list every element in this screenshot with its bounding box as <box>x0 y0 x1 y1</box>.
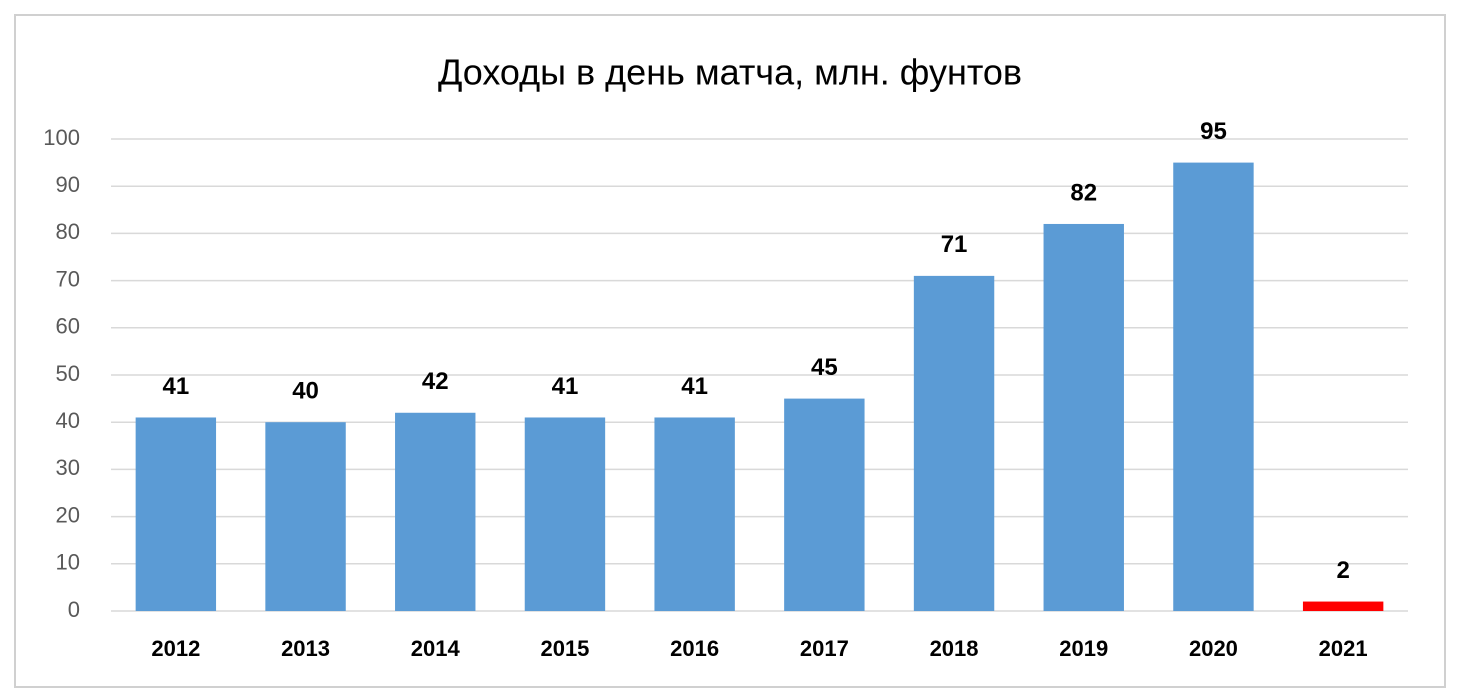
bar <box>1043 223 1124 611</box>
bar <box>524 417 606 611</box>
data-label: 45 <box>811 354 838 381</box>
bar <box>395 412 476 611</box>
y-tick-label: 10 <box>56 550 80 575</box>
x-tick-label: 2012 <box>151 636 200 661</box>
y-tick-label: 60 <box>56 314 80 339</box>
bar <box>265 422 346 611</box>
x-tick-label: 2016 <box>670 636 719 661</box>
bar <box>913 275 995 611</box>
y-tick-label: 80 <box>56 219 80 244</box>
data-label: 95 <box>1200 118 1227 145</box>
bar <box>1173 162 1254 611</box>
y-tick-label: 20 <box>56 502 80 527</box>
y-tick-label: 40 <box>56 408 80 433</box>
y-tick-label: 50 <box>56 361 80 386</box>
bar <box>135 417 217 611</box>
chart-title: Доходы в день матча, млн. фунтов <box>438 52 1022 93</box>
data-label: 71 <box>941 231 968 258</box>
data-label: 41 <box>552 373 579 400</box>
y-tick-label: 30 <box>56 455 80 480</box>
data-label: 82 <box>1070 179 1097 206</box>
data-label: 41 <box>162 373 189 400</box>
x-tick-label: 2021 <box>1319 636 1368 661</box>
x-tick-label: 2015 <box>540 636 589 661</box>
y-tick-label: 100 <box>43 125 80 150</box>
x-tick-label: 2019 <box>1059 636 1108 661</box>
x-tick-label: 2018 <box>930 636 979 661</box>
x-tick-label: 2014 <box>411 636 461 661</box>
data-label: 2 <box>1336 557 1349 584</box>
bar <box>1302 601 1384 611</box>
x-tick-label: 2017 <box>800 636 849 661</box>
bar <box>784 398 865 611</box>
y-tick-label: 0 <box>68 597 80 622</box>
y-tick-label: 70 <box>56 266 80 291</box>
x-tick-label: 2020 <box>1189 636 1238 661</box>
x-tick-label: 2013 <box>281 636 330 661</box>
bar <box>654 417 735 611</box>
y-tick-label: 90 <box>56 172 80 197</box>
data-label: 42 <box>422 368 449 395</box>
data-label: 41 <box>681 373 708 400</box>
data-label: 40 <box>292 378 319 405</box>
